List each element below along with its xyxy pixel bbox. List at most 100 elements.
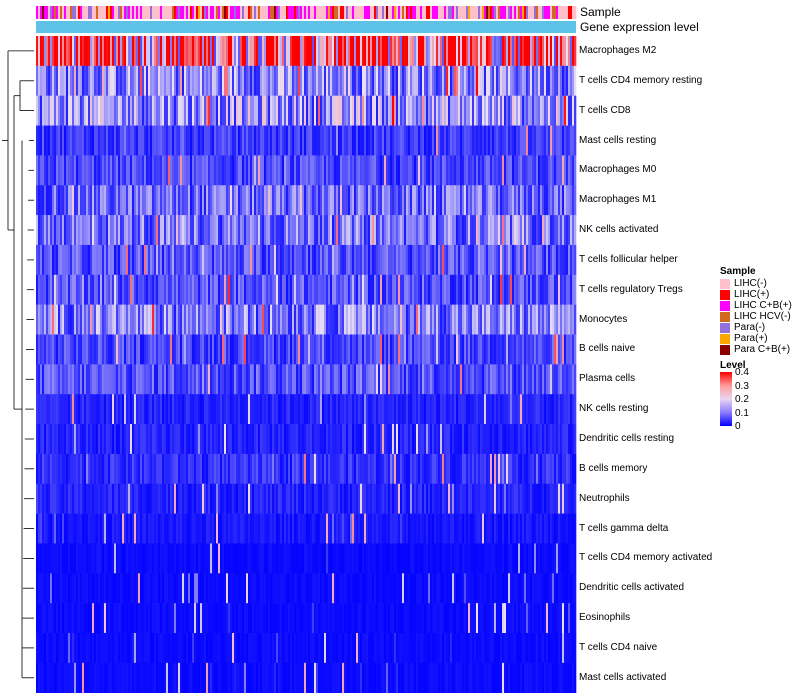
heatmap-cell — [374, 513, 377, 544]
heatmap-cell — [566, 364, 569, 395]
heatmap-cell — [46, 424, 49, 455]
heatmap-cell — [470, 304, 473, 335]
heatmap-cell — [356, 95, 359, 126]
heatmap-cell — [142, 36, 145, 67]
heatmap-cell — [520, 244, 523, 276]
heatmap-cell — [286, 65, 289, 96]
heatmap-cell — [386, 244, 389, 276]
heatmap-cell — [36, 244, 39, 276]
heatmap-cell — [366, 364, 369, 395]
heatmap-cell — [130, 334, 133, 365]
heatmap-cell — [464, 483, 467, 514]
heatmap-cell — [284, 483, 287, 514]
heatmap-cell — [210, 125, 213, 156]
heatmap-cell — [346, 513, 349, 544]
heatmap-cell — [562, 125, 565, 156]
heatmap-cell — [142, 244, 145, 276]
heatmap-cell — [456, 274, 459, 305]
heatmap-cell — [478, 155, 481, 186]
heatmap-cell — [508, 155, 511, 186]
heatmap-cell — [246, 36, 249, 67]
heatmap-cell — [132, 215, 135, 246]
heatmap-cell — [332, 244, 335, 276]
heatmap-cell — [86, 244, 89, 276]
heatmap-cell — [444, 394, 447, 425]
heatmap-cell — [532, 304, 535, 335]
sample-track-cell — [414, 6, 417, 19]
heatmap-cell — [318, 364, 321, 395]
heatmap-cell — [52, 394, 55, 425]
heatmap-cell — [494, 334, 497, 365]
heatmap-cell — [48, 513, 51, 544]
heatmap-cell — [424, 424, 427, 455]
heatmap-cell — [242, 244, 245, 276]
heatmap-cell — [488, 304, 491, 335]
sample-track-cell — [476, 6, 479, 19]
heatmap-cell — [284, 244, 287, 276]
heatmap-cell — [328, 394, 331, 425]
heatmap-cell — [322, 36, 325, 67]
heatmap-cell — [96, 36, 99, 67]
heatmap-cell — [64, 543, 67, 574]
heatmap-cell — [306, 274, 309, 305]
heatmap-cell — [148, 215, 151, 246]
heatmap-cell — [88, 453, 91, 485]
heatmap-cell — [246, 125, 249, 156]
heatmap-cell — [270, 95, 273, 126]
heatmap-cell — [118, 65, 121, 96]
heatmap-cell — [146, 95, 149, 126]
heatmap-cell — [288, 394, 291, 425]
heatmap-cell — [150, 215, 153, 246]
heatmap-cell — [550, 483, 553, 514]
heatmap-cell — [494, 424, 497, 455]
heatmap-cell — [330, 274, 333, 305]
heatmap-cell — [346, 155, 349, 186]
heatmap-cell — [440, 453, 443, 485]
heatmap-cell — [326, 513, 329, 544]
heatmap-cell — [266, 394, 269, 425]
heatmap-cell — [52, 513, 55, 544]
heatmap-cell — [232, 185, 235, 216]
heatmap-cell — [290, 334, 293, 365]
heatmap-cell — [236, 244, 239, 276]
heatmap-cell — [172, 185, 175, 216]
heatmap-cell — [536, 394, 539, 425]
heatmap-cell — [66, 334, 69, 365]
heatmap-cell — [56, 125, 59, 156]
heatmap-cell — [64, 364, 67, 395]
heatmap-cell — [528, 36, 531, 67]
heatmap-cell — [436, 244, 439, 276]
heatmap-cell — [532, 125, 535, 156]
heatmap-cell — [380, 274, 383, 305]
heatmap-cell — [510, 36, 513, 67]
heatmap-cell — [78, 65, 81, 96]
heatmap-cell — [204, 334, 207, 365]
heatmap-cell — [350, 155, 353, 186]
heatmap-cell — [416, 304, 419, 335]
heatmap-cell — [256, 483, 259, 514]
heatmap-cell — [210, 215, 213, 246]
heatmap-cell — [144, 364, 147, 395]
heatmap-cell — [94, 364, 97, 395]
heatmap-cell — [452, 453, 455, 485]
heatmap-cell — [118, 334, 121, 365]
heatmap-cell — [52, 95, 55, 126]
heatmap-cell — [180, 304, 183, 335]
heatmap-cell — [68, 65, 71, 96]
heatmap-cell — [266, 304, 269, 335]
heatmap-cell — [562, 244, 565, 276]
sample-track-cell — [48, 6, 51, 19]
heatmap-cell — [164, 36, 167, 67]
heatmap-cell — [444, 483, 447, 514]
heatmap-cell — [500, 304, 503, 335]
heatmap-cell — [164, 95, 167, 126]
heatmap-cell — [450, 215, 453, 246]
heatmap-cell — [112, 65, 115, 96]
sample-track-cell — [466, 6, 469, 19]
heatmap-cell — [102, 155, 105, 186]
heatmap-cell — [236, 424, 239, 455]
sample-track-cell — [86, 6, 89, 19]
heatmap-cell — [442, 304, 445, 335]
heatmap-cell — [288, 513, 291, 544]
